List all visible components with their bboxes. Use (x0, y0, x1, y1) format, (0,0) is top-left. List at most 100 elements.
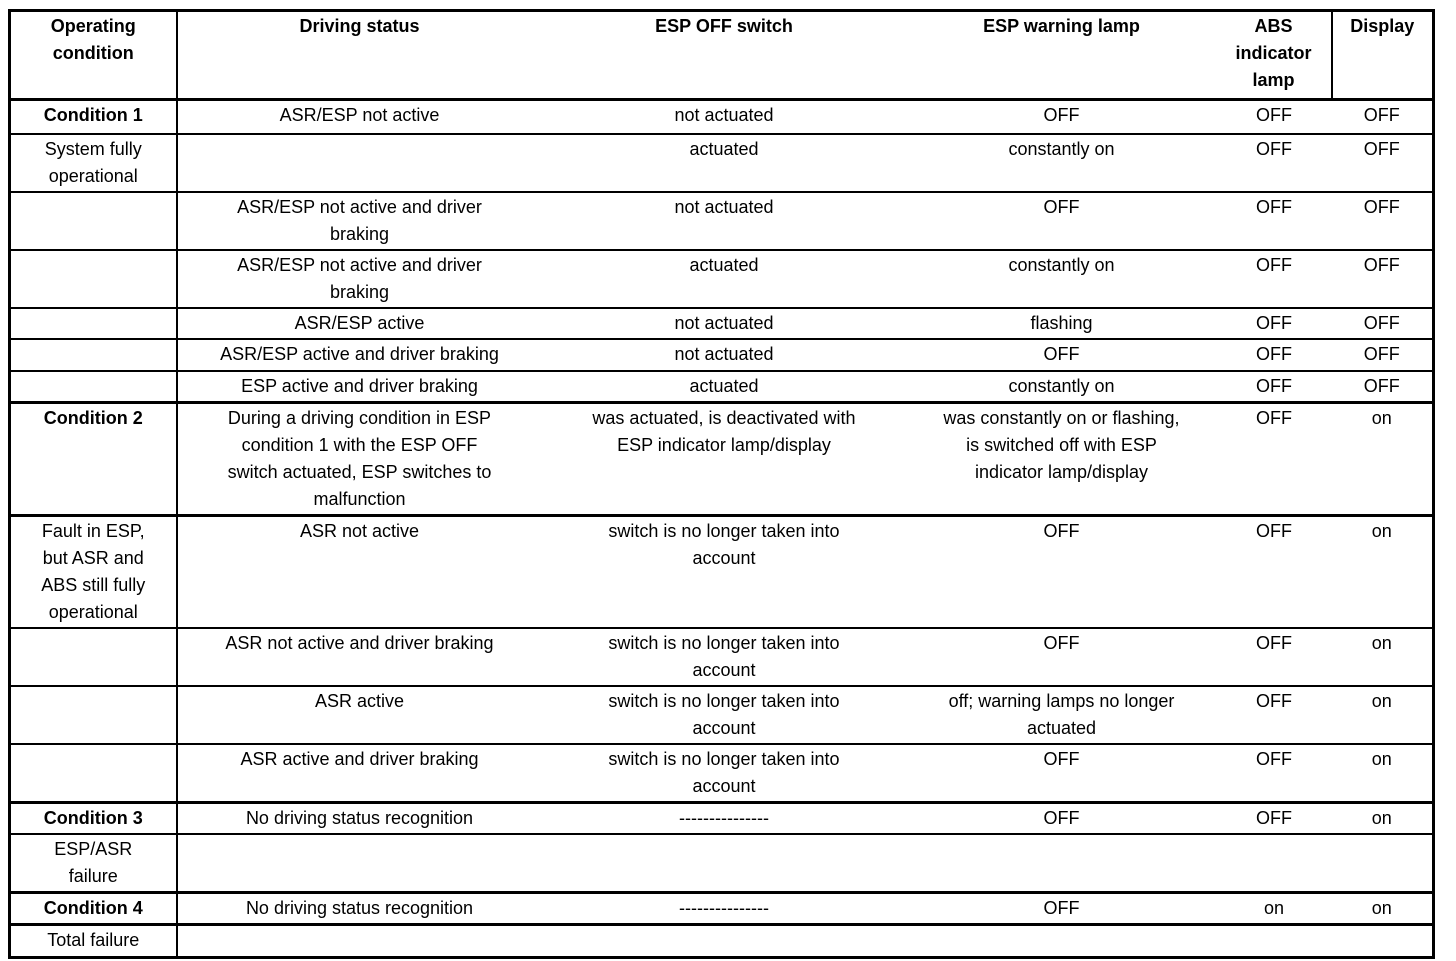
table-cell: --------------- (541, 890, 907, 924)
table-row: Condition 1 ASR/ESP not active not actuate… (9, 98, 1434, 134)
table-row: Total failure (9, 922, 1434, 957)
table-cell: OFF (906, 890, 1217, 924)
table-cell: --------------- (541, 800, 907, 834)
table-cell: OFF (1216, 513, 1332, 628)
column-header: Driving status (176, 10, 542, 101)
table-row: Condition 4 No driving status recognition… (9, 890, 1434, 924)
table-cell: System fully operational (9, 132, 178, 192)
table-cell: OFF (906, 742, 1217, 802)
table-row: ASR not active and driver braking switch … (9, 626, 1434, 686)
table-cell: OFF (1216, 626, 1332, 686)
table-cell (541, 832, 907, 892)
table-cell: OFF (1216, 98, 1332, 134)
table-cell: ASR/ESP active (176, 306, 542, 339)
table-row: Fault in ESP, but ASR and ABS still full… (9, 513, 1434, 628)
header-row: Operating condition Driving status ESP OFF… (9, 10, 1434, 101)
table-cell: OFF (1331, 306, 1434, 339)
table-cell: not actuated (541, 337, 907, 371)
table-cell: constantly on (906, 369, 1217, 402)
table-row: ASR/ESP active not actuated flashing OFF OFF (9, 306, 1434, 339)
table-cell (1216, 832, 1332, 892)
table-cell: No driving status recognition (176, 890, 542, 924)
table-cell: OFF (1216, 742, 1332, 802)
table-cell: was actuated, is deactivated with ESP in… (541, 400, 907, 515)
table-row: ASR/ESP not active and driver braking act… (9, 248, 1434, 308)
table-cell: on (1331, 513, 1434, 628)
column-header: Display (1330, 10, 1434, 101)
table-cell: OFF (1216, 190, 1332, 250)
table-cell (176, 132, 542, 192)
table-cell: switch is no longer taken into account (541, 626, 907, 686)
table-cell: ESP active and driver braking (176, 369, 542, 402)
table-cell: Condition 1 (9, 98, 178, 134)
table-cell: During a driving condition in ESP condit… (176, 400, 542, 515)
table-cell: OFF (906, 337, 1217, 371)
table-cell: OFF (1216, 306, 1332, 339)
table-cell: on (1331, 800, 1434, 834)
table-row: System fully operational actuated constant… (9, 132, 1434, 192)
table-cell (9, 684, 178, 744)
table-cell: OFF (906, 98, 1217, 134)
table-cell: OFF (906, 800, 1217, 834)
table-cell (176, 832, 542, 892)
table-cell: OFF (1331, 132, 1434, 192)
table-cell: ASR/ESP not active and driver braking (176, 190, 542, 250)
column-header: ESP OFF switch (541, 10, 907, 101)
table-cell: OFF (1216, 337, 1332, 371)
table-cell: OFF (906, 190, 1217, 250)
table-cell: OFF (1331, 369, 1434, 402)
table-row: ESP active and driver braking actuated con… (9, 369, 1434, 402)
table-cell: was constantly on or flashing, is switch… (906, 400, 1217, 515)
table-row: ASR active switch is no longer taken into… (9, 684, 1434, 744)
table-cell (176, 922, 542, 957)
table-cell (1331, 922, 1434, 957)
table-cell: OFF (906, 626, 1217, 686)
table-cell: OFF (1216, 248, 1332, 308)
table-cell: switch is no longer taken into account (541, 684, 907, 744)
table-cell: actuated (541, 369, 907, 402)
table-cell: on (1331, 890, 1434, 924)
table-row: Condition 3 No driving status recognition… (9, 800, 1434, 834)
table-cell (1331, 832, 1434, 892)
table-cell: Condition 4 (9, 890, 178, 924)
table-cell: Fault in ESP, but ASR and ABS still full… (9, 513, 178, 628)
table-cell: on (1331, 626, 1434, 686)
table-cell: switch is no longer taken into account (541, 513, 907, 628)
table-row: ASR/ESP not active and driver braking not… (9, 190, 1434, 250)
column-header: ABS indicator lamp (1216, 10, 1332, 101)
esp-operating-conditions-table: Operating condition Driving status ESP OFF… (8, 9, 1435, 959)
table-cell: actuated (541, 132, 907, 192)
table-cell (9, 190, 178, 250)
table-cell: OFF (1331, 98, 1434, 134)
column-header: ESP warning lamp (906, 10, 1217, 101)
table-cell: ASR/ESP not active and driver braking (176, 248, 542, 308)
table-row: ESP/ASR failure (9, 832, 1434, 892)
table-cell: flashing (906, 306, 1217, 339)
table-cell (9, 626, 178, 686)
table-cell (906, 832, 1217, 892)
table-cell (1216, 922, 1332, 957)
table-cell: ESP/ASR failure (9, 832, 178, 892)
table-cell: actuated (541, 248, 907, 308)
table-cell: ASR not active and driver braking (176, 626, 542, 686)
table-cell (541, 922, 907, 957)
table-cell (9, 337, 178, 371)
table-cell: off; warning lamps no longer actuated (906, 684, 1217, 744)
table-cell: OFF (1216, 369, 1332, 402)
table-cell: Condition 3 (9, 800, 178, 834)
table-body: Condition 1 ASR/ESP not active not actuate… (9, 98, 1434, 957)
table-cell (906, 922, 1217, 957)
table-cell: ASR/ESP not active (176, 98, 542, 134)
table-cell: on (1331, 400, 1434, 515)
table-cell (9, 306, 178, 339)
table-cell: Total failure (9, 922, 178, 957)
table-cell: on (1216, 890, 1332, 924)
table-cell: OFF (1331, 190, 1434, 250)
table-cell: switch is no longer taken into account (541, 742, 907, 802)
table-row: ASR active and driver braking switch is n… (9, 742, 1434, 802)
table-cell: OFF (1216, 132, 1332, 192)
table-cell: not actuated (541, 98, 907, 134)
table-header: Operating condition Driving status ESP OFF… (9, 10, 1434, 101)
table-cell (9, 742, 178, 802)
column-header: Operating condition (9, 10, 178, 101)
